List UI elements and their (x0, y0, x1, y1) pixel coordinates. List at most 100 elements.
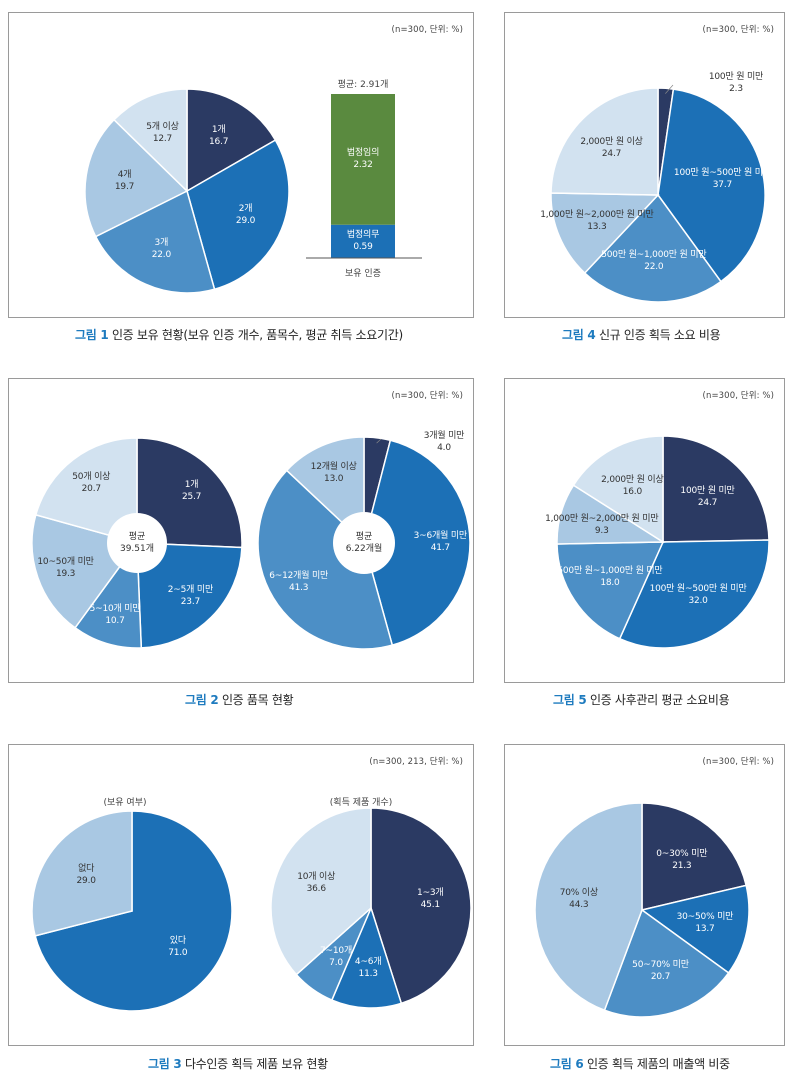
figure-6-note: (n=300, 단위: %) (702, 757, 774, 767)
figure-6-caption: 그림 6 인증 획득 제품의 매출액 비중 (550, 1055, 730, 1072)
fig4-pie-slice-label-3: 1,000만 원~2,000만 원 미만 13.3 (540, 209, 654, 232)
fig5-fig5-pie-slice-2 (556, 541, 665, 640)
fig2-fig2-pie-b-slice-3 (285, 436, 365, 545)
fig2-pie-a-slice-label-2: 5~10개 미만 10.7 (89, 604, 141, 627)
fig1-pie-slice-label-3: 4개 19.7 (114, 170, 135, 193)
fig5-pie-slice-label-0: 100만 원 미만 24.7 (680, 485, 735, 508)
figure-2-note: (n=300, 단위: %) (391, 391, 463, 401)
fig5-pie-slice-label-4: 2,000만 원 이상 16.0 (601, 475, 664, 498)
figure-5-pie-chart (556, 435, 770, 649)
stacked-bar-segment-label-1: 법정임의 2.32 (346, 148, 380, 171)
figure-6-caption-number: 그림 6 (550, 1057, 584, 1071)
bar-category-label: 보유 인증 (345, 269, 381, 279)
figure-6-caption-text: 인증 획득 제품의 매출액 비중 (586, 1057, 730, 1071)
fig4-fig4-pie-slice-4 (550, 87, 659, 196)
stacked-bar-segment-1 (331, 94, 395, 225)
stacked-bar-segment-label-0: 법정의무 0.59 (346, 230, 380, 253)
fig1-fig1-pie-slice-3 (84, 118, 189, 238)
fig2-pie-b-slice-label-0: 3개월 미만 4.0 (423, 431, 465, 453)
figure-2-panel: (n=300, 단위: %) 1개 25.7 2~5개 미만 23.7 5~10개 … (8, 378, 474, 683)
fig2-fig2-pie-a-slice-0 (136, 437, 243, 549)
bar-average-title: 평균: 2.91개 (337, 80, 389, 90)
figure-5-caption: 그림 5 인증 사후관리 평균 소요비용 (553, 691, 730, 708)
fig4-pie-slice-label-4: 2,000만 원 이상 24.7 (580, 136, 643, 159)
figure-6-panel: (n=300, 단위: %) 0~30% 미만 21.3 30~50% 미만 13… (504, 744, 785, 1046)
figure-1-stacked-bar (306, 94, 422, 259)
fig6-fig6-pie-slice-0 (641, 802, 748, 911)
fig1-pie-slice-label-0: 1개 16.7 (209, 125, 229, 148)
figure-1-note: (n=300, 단위: %) (391, 25, 463, 35)
fig3-fig3-pie-b-slice-0 (370, 807, 472, 1005)
figure-2-pie-chart-months (257, 436, 471, 650)
fig2-pie-a-slice-label-4: 50개 이상 20.7 (72, 471, 111, 494)
figure-3-caption-text: 다수인증 획득 제품 보유 현황 (184, 1057, 328, 1071)
figure-3-pie-a-title: (보유 여부) (103, 798, 147, 808)
fig3-fig3-pie-a-slice-0 (34, 810, 233, 1012)
fig2-fig2-pie-b-slice-1 (363, 439, 471, 647)
fig3-pie-a-slice-label-0: 있다 71.0 (168, 935, 188, 958)
figure-1-caption-text: 인증 보유 현황(보유 인증 개수, 품목수, 평균 취득 소요기간) (111, 328, 403, 342)
figure-5-caption-number: 그림 5 (553, 693, 587, 707)
figure-3-pie-b-title: (획득 제품 개수) (329, 798, 393, 808)
fig2-pie-b-slice-label-1: 3~6개월 미만 41.7 (413, 531, 468, 554)
fig4-fig4-pie-slice-3 (550, 192, 660, 275)
fig3-pie-a-slice-label-1: 없다 29.0 (76, 864, 96, 887)
fig4-pie-slice-label-1: 100만 원~500만 원 미만 37.7 (673, 168, 771, 191)
figure-3-pie-chart-count (270, 807, 472, 1009)
fig2-pie-a-center-hole (107, 513, 167, 573)
figure-2-caption-number: 그림 2 (185, 693, 219, 707)
fig5-fig5-pie-slice-4 (572, 435, 664, 544)
figure-5-panel: (n=300, 단위: %) 100만 원 미만 24.7 100만 원~500만… (504, 378, 785, 683)
fig5-pie-slice-label-2: 500만 원~1,000만 원 미만 18.0 (557, 566, 663, 589)
figure-1-caption-number: 그림 1 (75, 328, 109, 342)
figure-2-pie-chart-items (31, 437, 243, 649)
fig4-fig4-pie-slice-2 (583, 193, 722, 303)
figure-4-pie-chart (550, 84, 766, 303)
fig6-pie-slice-label-3: 70% 이상 44.3 (559, 887, 598, 910)
fig6-fig6-pie-slice-2 (603, 908, 730, 1018)
fig2-pie-b-center-label: 평균 6.22개월 (345, 532, 383, 554)
fig2-pie-a-center-label: 평균 39.51개 (119, 532, 155, 554)
figure-3-note: (n=300, 213, 단위: %) (369, 757, 463, 767)
fig2-pie-b-center-hole (333, 512, 395, 574)
figure-6-pie-chart (534, 802, 750, 1018)
figure-2-caption: 그림 2 인증 품목 현황 (185, 691, 294, 708)
fig4-pie-slice-label-2: 500만 원~1,000만 원 미만 22.0 (601, 250, 707, 273)
fig3-pie-b-slice-label-0: 1~3개 45.1 (417, 887, 444, 910)
fig2-pie-b-slice-label-2: 6~12개월 미만 41.3 (269, 571, 329, 594)
fig2-fig2-pie-a-slice-1 (136, 542, 243, 649)
fig3-pie-b-slice-label-2: 7~10개 7.0 (320, 945, 353, 968)
fig2-fig2-pie-a-slice-4 (34, 437, 138, 544)
fig6-pie-slice-label-2: 50~70% 미만 20.7 (632, 960, 689, 983)
figure-1-caption: 그림 1 인증 보유 현황(보유 인증 개수, 품목수, 평균 취득 소요기간) (75, 326, 403, 343)
fig1-fig1-pie-slice-0 (186, 88, 277, 193)
fig2-pie-a-slice-label-1: 2~5개 미만 23.7 (167, 585, 214, 608)
fig3-pie-b-slice-label-1: 4~6개 11.3 (354, 956, 382, 979)
fig1-fig1-pie-slice-4 (112, 88, 188, 193)
fig6-fig6-pie-slice-3 (534, 802, 643, 1012)
fig4-pie-leader-line-0 (665, 84, 674, 94)
figure-4-caption-text: 신규 인증 획득 소요 비용 (598, 328, 721, 342)
fig2-pie-a-slice-label-3: 10~50개 미만 19.3 (37, 556, 94, 579)
fig5-pie-slice-label-3: 1,000만 원~2,000만 원 미만 9.3 (545, 513, 659, 536)
figure-5-note: (n=300, 단위: %) (702, 391, 774, 401)
fig6-pie-slice-label-1: 30~50% 미만 13.7 (676, 911, 734, 934)
figure-4-caption: 그림 4 신규 인증 획득 소요 비용 (562, 326, 721, 343)
fig3-fig3-pie-a-slice-1 (31, 810, 133, 937)
figure-2-caption-text: 인증 품목 현황 (221, 693, 294, 707)
fig1-fig1-pie-slice-1 (186, 139, 290, 291)
figure-4-caption-number: 그림 4 (562, 328, 596, 342)
fig1-pie-slice-label-1: 2개 29.0 (235, 203, 256, 226)
figure-1-panel: (n=300, 단위: %) 평균: 2.91개 보유 인증 1개 16.7 2개… (8, 12, 474, 318)
fig5-fig5-pie-slice-0 (662, 435, 770, 543)
fig5-fig5-pie-slice-1 (618, 539, 770, 649)
fig5-pie-slice-label-1: 100만 원~500만 원 미만 32.0 (649, 584, 747, 607)
fig3-pie-b-slice-label-3: 10개 이상 36.6 (297, 872, 336, 895)
figure-3-pie-chart-ownership (31, 810, 233, 1012)
figure-4-panel: (n=300, 단위: %) 100만 원 미만 2.3 100만 원~500만 … (504, 12, 785, 318)
figure-4-note: (n=300, 단위: %) (702, 25, 774, 35)
fig4-pie-slice-label-0: 100만 원 미만 2.3 (708, 72, 764, 94)
figure-3-panel: (n=300, 213, 단위: %) (보유 여부) (획득 제품 개수) 있… (8, 744, 474, 1046)
fig4-fig4-pie-slice-1 (657, 88, 766, 283)
figure-3-caption-number: 그림 3 (148, 1057, 182, 1071)
